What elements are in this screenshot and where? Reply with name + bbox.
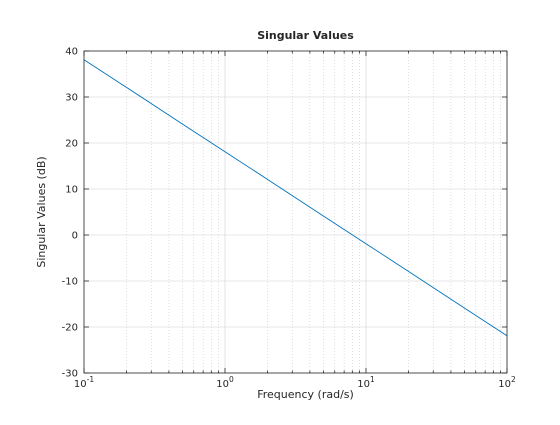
x-tick-label: 101 (357, 375, 375, 390)
y-tick-label: -10 (62, 277, 78, 288)
singular-value-line (83, 59, 508, 337)
y-tick-label: -30 (62, 369, 78, 380)
chart-title: Singular Values (257, 29, 354, 42)
x-tick-label-exponent: 0 (229, 375, 234, 384)
axes-frame (83, 50, 508, 374)
series-layer (83, 59, 508, 337)
plot-area (84, 51, 507, 373)
x-axis-label: Frequency (rad/s) (257, 388, 354, 401)
y-axis-label: Singular Values (dB) (35, 156, 48, 267)
x-tick-label-base: 10 (498, 379, 511, 390)
x-tick-label: 10-1 (74, 375, 94, 390)
y-tick-label: 20 (65, 139, 78, 150)
x-tick-label: 102 (498, 375, 516, 390)
x-tick-label-base: 10 (74, 379, 87, 390)
grid (83, 50, 508, 374)
y-tick-label: 10 (65, 185, 78, 196)
x-tick-label: 100 (216, 375, 234, 390)
x-tick-label-exponent: 2 (511, 375, 516, 384)
x-tick-label-base: 10 (216, 379, 229, 390)
ticks (83, 50, 508, 374)
y-tick-label: 40 (65, 47, 78, 58)
x-tick-label-exponent: 1 (370, 375, 375, 384)
y-tick-label: 30 (65, 93, 78, 104)
x-tick-label-base: 10 (357, 379, 370, 390)
y-tick-label: -20 (62, 323, 78, 334)
y-tick-label: 0 (72, 231, 78, 242)
x-tick-label-exponent: -1 (87, 375, 95, 384)
